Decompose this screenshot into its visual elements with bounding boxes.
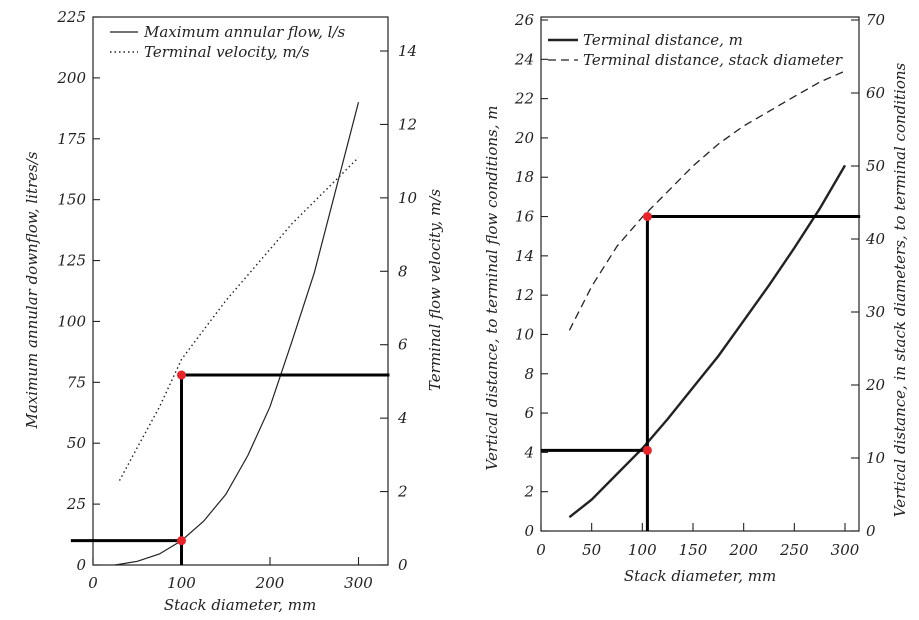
data-marker bbox=[642, 445, 652, 455]
x-axis-title: Stack diameter, mm bbox=[164, 596, 316, 614]
y-tick-label: 26 bbox=[514, 11, 535, 29]
x-tick-label: 300 bbox=[344, 574, 373, 592]
y-tick-label: 50 bbox=[67, 434, 87, 452]
y2-tick-label: 30 bbox=[866, 303, 886, 321]
legend-label: Terminal distance, m bbox=[583, 31, 743, 49]
legend: Maximum annular flow, l/s Terminal veloc… bbox=[110, 23, 346, 61]
y2-tick-label: 2 bbox=[397, 483, 408, 501]
y2-tick-label: 6 bbox=[398, 336, 408, 354]
data-marker bbox=[177, 536, 186, 546]
x-tick-label: 0 bbox=[88, 574, 98, 592]
x-tick-label: 150 bbox=[679, 541, 708, 559]
x-tick-label: 100 bbox=[167, 574, 196, 592]
y2-tick-label: 70 bbox=[866, 11, 886, 29]
y-tick-label: 175 bbox=[57, 130, 86, 148]
guide-group bbox=[541, 215, 861, 531]
series-group bbox=[568, 70, 847, 519]
y-tick-label: 10 bbox=[515, 325, 535, 343]
y2-tick-label: 8 bbox=[398, 262, 408, 280]
y-tick-label: 22 bbox=[514, 90, 534, 108]
legend-label: Terminal velocity, m/s bbox=[144, 43, 310, 61]
data-marker bbox=[177, 370, 186, 380]
y2-axis-title: Terminal flow velocity, m/s bbox=[426, 189, 444, 391]
y-tick-label: 0 bbox=[76, 556, 86, 574]
y-tick-label: 100 bbox=[57, 312, 86, 330]
y-tick-label: 200 bbox=[56, 69, 86, 87]
y2-tick-label: 4 bbox=[397, 409, 408, 427]
y-tick-label: 6 bbox=[524, 404, 534, 422]
series-group bbox=[115, 102, 360, 566]
series-line bbox=[115, 102, 360, 566]
x-tick-label: 300 bbox=[831, 541, 860, 559]
series-line bbox=[118, 157, 359, 481]
guide-group bbox=[70, 373, 390, 565]
data-marker bbox=[642, 212, 652, 222]
y-tick-label: 150 bbox=[57, 191, 86, 209]
tick-group: 0 100 200 300 0 25 50 75 100 125 150 175 200 225 0 2 4 6 8… bbox=[56, 8, 417, 592]
y2-tick-label: 20 bbox=[865, 376, 886, 394]
series-line bbox=[568, 70, 846, 331]
y-tick-label: 125 bbox=[57, 252, 86, 270]
y2-tick-label: 14 bbox=[398, 42, 417, 60]
y2-tick-label: 0 bbox=[398, 556, 408, 574]
y2-tick-label: 50 bbox=[866, 157, 886, 175]
legend-label: Maximum annular flow, l/s bbox=[143, 23, 346, 41]
y2-tick-label: 10 bbox=[866, 449, 886, 467]
plot-frame bbox=[540, 16, 860, 532]
y-tick-label: 24 bbox=[514, 50, 534, 68]
legend: Terminal distance, m Terminal distance, … bbox=[548, 31, 843, 69]
x-tick-label: 50 bbox=[582, 541, 602, 559]
plot-frame bbox=[92, 16, 389, 566]
y-tick-label: 20 bbox=[514, 129, 535, 147]
y2-axis-title: Vertical distance, in stack diameters, t… bbox=[891, 62, 909, 517]
y-tick-label: 75 bbox=[67, 373, 86, 391]
y-tick-label: 225 bbox=[56, 8, 86, 26]
marker-group bbox=[642, 212, 652, 455]
y-tick-label: 2 bbox=[523, 483, 534, 501]
y2-tick-label: 12 bbox=[398, 115, 417, 133]
y-axis-title: Vertical distance, to terminal flow cond… bbox=[483, 106, 501, 471]
tick-group: 0 50 100 150 200 250 3000246810121416182022242… bbox=[514, 11, 886, 559]
y2-tick-label: 40 bbox=[865, 230, 886, 248]
chart-left: 0 100 200 300 0 25 50 75 100 125 150 175 200 225 0 2 4 6 8… bbox=[23, 8, 444, 614]
y-tick-label: 0 bbox=[524, 522, 534, 540]
series-line bbox=[568, 164, 847, 519]
chart-right: 0 50 100 150 200 250 3000246810121416182022242… bbox=[483, 11, 909, 585]
y-axis-title: Maximum annular downflow, litres/s bbox=[23, 151, 41, 429]
y2-tick-label: 0 bbox=[866, 522, 876, 540]
y-tick-label: 18 bbox=[515, 168, 534, 186]
y-tick-label: 16 bbox=[515, 208, 535, 226]
x-tick-label: 200 bbox=[255, 574, 285, 592]
x-tick-label: 250 bbox=[779, 541, 809, 559]
y-tick-label: 25 bbox=[66, 495, 86, 513]
y2-tick-label: 60 bbox=[866, 84, 886, 102]
y-tick-label: 14 bbox=[515, 247, 534, 265]
x-tick-label: 0 bbox=[536, 541, 546, 559]
y-tick-label: 4 bbox=[523, 443, 534, 461]
x-tick-label: 100 bbox=[628, 541, 657, 559]
y-tick-label: 8 bbox=[524, 365, 534, 383]
marker-group bbox=[177, 370, 186, 546]
x-axis-title: Stack diameter, mm bbox=[624, 567, 776, 585]
y-tick-label: 12 bbox=[515, 286, 534, 304]
legend-label: Terminal distance, stack diameter bbox=[583, 51, 843, 69]
y2-tick-label: 10 bbox=[398, 189, 418, 207]
x-tick-label: 200 bbox=[728, 541, 758, 559]
